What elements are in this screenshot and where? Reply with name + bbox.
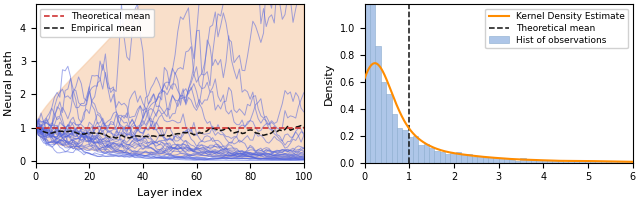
Bar: [386, 94, 392, 163]
Bar: [590, 162, 595, 163]
Empirical mean: [51, 131, 58, 134]
Y-axis label: Density: Density: [324, 62, 334, 105]
Bar: [606, 162, 611, 163]
Bar: [515, 161, 520, 163]
Bar: [499, 158, 504, 163]
Bar: [617, 162, 622, 163]
Bar: [429, 148, 435, 163]
Bar: [413, 136, 419, 163]
Kernel Density Estimate: [629, 161, 637, 163]
Legend: Kernel Density Estimate, Theoretical mean, Hist of observations: Kernel Density Estimate, Theoretical mea…: [485, 9, 628, 48]
Bar: [376, 46, 381, 163]
Bar: [381, 82, 386, 163]
Bar: [488, 157, 493, 163]
Kernel Density Estimate: [483, 156, 490, 158]
Bar: [627, 162, 633, 163]
Bar: [467, 154, 472, 163]
Bar: [568, 161, 574, 163]
Theoretical mean: [35, 126, 42, 129]
Kernel Density Estimate: [371, 62, 379, 64]
Kernel Density Estimate: [430, 147, 438, 149]
Bar: [600, 161, 606, 163]
Bar: [370, 0, 376, 163]
Empirical mean: [300, 126, 308, 129]
Empirical mean: [236, 130, 243, 133]
Bar: [483, 158, 488, 163]
Bar: [472, 157, 477, 163]
Bar: [456, 152, 461, 163]
Empirical mean: [32, 126, 40, 129]
Bar: [477, 156, 483, 163]
Bar: [563, 162, 568, 163]
Line: Kernel Density Estimate: Kernel Density Estimate: [365, 63, 633, 162]
Bar: [557, 161, 563, 163]
Bar: [584, 161, 590, 163]
Bar: [595, 161, 600, 163]
Kernel Density Estimate: [563, 160, 571, 162]
Bar: [541, 160, 547, 163]
Kernel Density Estimate: [409, 132, 417, 134]
Line: Empirical mean: Empirical mean: [36, 126, 304, 138]
Empirical mean: [222, 127, 230, 130]
Empirical mean: [195, 132, 203, 134]
Bar: [622, 162, 627, 163]
Bar: [435, 151, 440, 163]
Bar: [493, 158, 499, 163]
Bar: [547, 161, 552, 163]
Bar: [525, 160, 531, 163]
Bar: [611, 161, 617, 163]
Bar: [536, 160, 541, 163]
Kernel Density Estimate: [540, 159, 548, 162]
Bar: [424, 144, 429, 163]
Bar: [440, 152, 445, 163]
Bar: [451, 153, 456, 163]
Bar: [574, 160, 579, 163]
Bar: [461, 155, 467, 163]
Y-axis label: Neural path: Neural path: [4, 50, 14, 116]
Legend: Theoretical mean, Empirical mean: Theoretical mean, Empirical mean: [40, 9, 154, 37]
Bar: [365, 0, 370, 163]
Kernel Density Estimate: [361, 77, 369, 79]
Bar: [392, 114, 397, 163]
Empirical mean: [99, 133, 106, 135]
Bar: [509, 160, 515, 163]
Theoretical mean: [32, 126, 40, 129]
Empirical mean: [112, 137, 120, 139]
Bar: [445, 154, 451, 163]
Bar: [579, 160, 584, 163]
Kernel Density Estimate: [519, 158, 527, 161]
Bar: [402, 130, 408, 163]
Bar: [419, 145, 424, 163]
Empirical mean: [297, 124, 305, 127]
Bar: [520, 158, 525, 163]
Empirical mean: [158, 134, 166, 137]
Bar: [397, 128, 402, 163]
Bar: [408, 137, 413, 163]
Bar: [531, 159, 536, 163]
Bar: [504, 158, 509, 163]
X-axis label: Layer index: Layer index: [137, 188, 202, 198]
Bar: [552, 161, 557, 163]
